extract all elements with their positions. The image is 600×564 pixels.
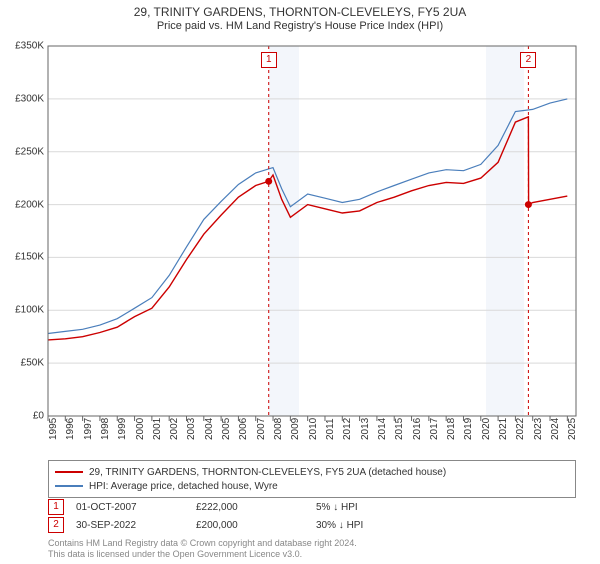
y-tick-label: £350K — [0, 41, 44, 52]
sales-delta: 30% ↓ HPI — [316, 520, 436, 531]
footer-line-1: Contains HM Land Registry data © Crown c… — [48, 538, 576, 549]
footer: Contains HM Land Registry data © Crown c… — [48, 538, 576, 560]
sales-marker-box: 2 — [48, 517, 64, 533]
y-tick-label: £300K — [0, 93, 44, 104]
sales-row: 2 30-SEP-2022£200,00030% ↓ HPI — [48, 516, 576, 534]
sales-price: £200,000 — [196, 520, 316, 531]
sales-date: 01-OCT-2007 — [76, 502, 196, 513]
legend-label: 29, TRINITY GARDENS, THORNTON-CLEVELEYS,… — [89, 467, 446, 478]
sales-price: £222,000 — [196, 502, 316, 513]
legend-swatch — [55, 485, 83, 487]
y-tick-label: £250K — [0, 146, 44, 157]
sale-marker-1: 1 — [261, 52, 277, 68]
sales-delta: 5% ↓ HPI — [316, 502, 436, 513]
y-tick-label: £100K — [0, 305, 44, 316]
y-tick-label: £50K — [0, 358, 44, 369]
legend-label: HPI: Average price, detached house, Wyre — [89, 481, 278, 492]
chart-svg — [48, 46, 576, 416]
chart-container: 29, TRINITY GARDENS, THORNTON-CLEVELEYS,… — [0, 4, 600, 564]
y-tick-label: £200K — [0, 199, 44, 210]
legend-swatch — [55, 471, 83, 473]
sales-table: 1 01-OCT-2007£222,0005% ↓ HPI 2 30-SEP-2022… — [48, 498, 576, 534]
sales-row: 1 01-OCT-2007£222,0005% ↓ HPI — [48, 498, 576, 516]
sales-date: 30-SEP-2022 — [76, 520, 196, 531]
legend-item: 29, TRINITY GARDENS, THORNTON-CLEVELEYS,… — [55, 465, 569, 479]
chart-plot-area: £0£50K£100K£150K£200K£250K£300K£350K 199… — [48, 46, 576, 416]
chart-subtitle: Price paid vs. HM Land Registry's House … — [0, 20, 600, 32]
legend: 29, TRINITY GARDENS, THORNTON-CLEVELEYS,… — [48, 460, 576, 498]
sales-marker-box: 1 — [48, 499, 64, 515]
y-tick-label: £150K — [0, 252, 44, 263]
y-tick-label: £0 — [0, 411, 44, 422]
chart-title: 29, TRINITY GARDENS, THORNTON-CLEVELEYS,… — [0, 4, 600, 20]
legend-item: HPI: Average price, detached house, Wyre — [55, 479, 569, 493]
footer-line-2: This data is licensed under the Open Gov… — [48, 549, 576, 560]
sale-marker-2: 2 — [520, 52, 536, 68]
